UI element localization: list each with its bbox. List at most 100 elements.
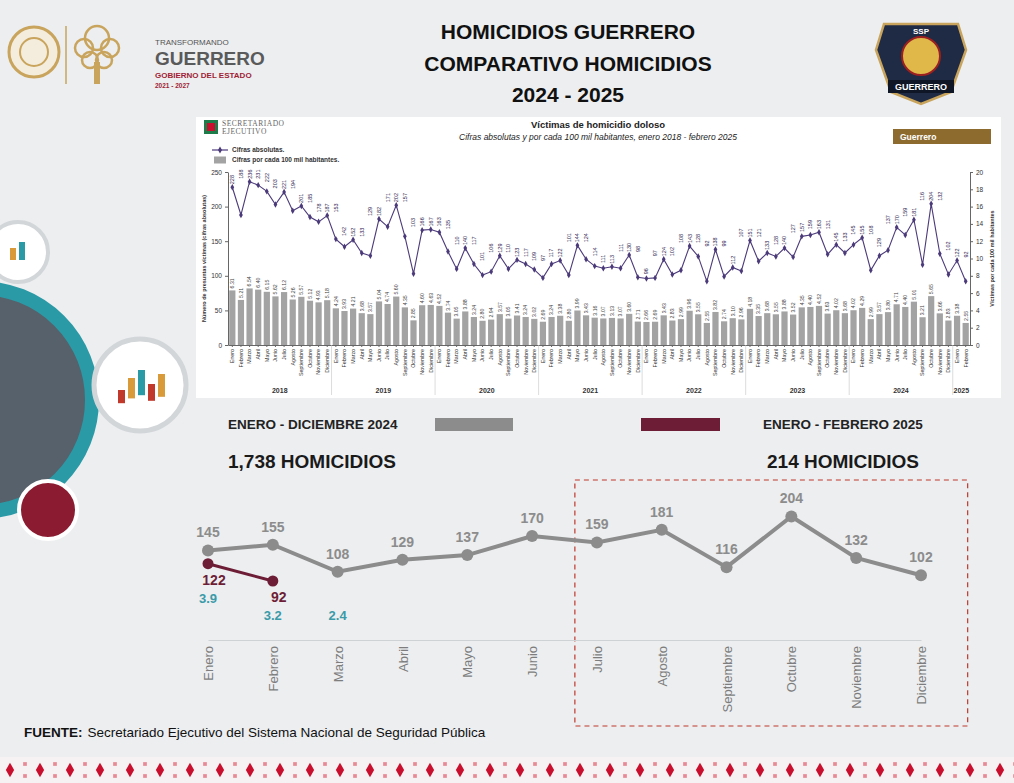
tick: Diciembre xyxy=(842,345,848,373)
bar xyxy=(479,321,485,345)
emblem xyxy=(9,27,59,77)
tick-mark xyxy=(422,345,423,347)
marker xyxy=(291,208,295,214)
point-label: 114 xyxy=(592,247,598,256)
tick-mark xyxy=(284,345,285,347)
border-motif xyxy=(923,762,927,766)
marker xyxy=(265,188,269,194)
tick-mark xyxy=(810,345,811,347)
tick-mark xyxy=(965,345,966,347)
tick-mark xyxy=(232,345,233,347)
bar xyxy=(445,313,451,345)
icon-bar xyxy=(118,390,125,403)
marker xyxy=(739,268,743,274)
bar-label: 3.16 xyxy=(592,305,598,315)
border-motif xyxy=(576,763,584,777)
tick: Julio xyxy=(384,345,390,360)
bar xyxy=(393,297,399,345)
border-motif xyxy=(503,774,507,778)
tick-label: Diciembre xyxy=(914,646,929,705)
tick-label: Noviembre xyxy=(626,349,632,375)
point-label: 144 xyxy=(574,233,580,242)
bar xyxy=(505,319,511,345)
tick: 8 xyxy=(970,272,980,279)
tick: Marzo xyxy=(868,345,874,364)
point-label: 131 xyxy=(825,220,831,229)
marker xyxy=(869,267,873,273)
tick: Junio xyxy=(525,640,540,677)
border-motif xyxy=(533,762,537,766)
tick: Agosto xyxy=(290,345,296,366)
y-axis-line xyxy=(228,173,229,346)
year-separator xyxy=(745,345,746,395)
year-separator xyxy=(849,345,850,395)
bar-label: 3.07 xyxy=(600,306,606,316)
border-motif xyxy=(893,774,897,778)
bar-label: 4.52 xyxy=(816,294,822,304)
point-label: 145 xyxy=(833,232,839,241)
marker xyxy=(332,566,344,578)
marker xyxy=(915,569,927,581)
tick-mark xyxy=(611,345,612,347)
tick-label: Mayo xyxy=(678,349,684,362)
point-label: 128 xyxy=(695,234,701,243)
tick-label: Julio xyxy=(488,349,494,360)
border-motif xyxy=(456,763,464,777)
year-label: 2018 xyxy=(272,387,288,394)
tick-label: 2 xyxy=(976,324,980,331)
chart-subtitle: Cifras absolutas y por cada 100 mil habi… xyxy=(459,132,737,142)
point-label: 143 xyxy=(687,234,693,243)
border-motif xyxy=(803,762,807,766)
tick: Marzo xyxy=(246,345,252,364)
bar-label: 4.24 xyxy=(333,296,339,306)
point-label: 133 xyxy=(764,241,770,250)
tick: Enero xyxy=(201,640,216,681)
border-motif xyxy=(743,774,747,778)
tick-label: Diciembre xyxy=(428,349,434,373)
logo-text: TRANSFORMANDO xyxy=(155,38,229,47)
tick: Diciembre xyxy=(324,345,330,373)
border-motif xyxy=(186,763,194,777)
bar xyxy=(704,323,710,345)
tick-label: Agosto xyxy=(807,349,813,366)
border-motif xyxy=(23,762,27,766)
bar-label: 4.60 xyxy=(419,293,425,303)
comparison-chart: ENERO - DICIEMBRE 20241,738 HOMICIDIOSEN… xyxy=(196,417,967,726)
chart-title: Víctimas de homicidio doloso xyxy=(531,119,665,130)
tick-label: 4 xyxy=(976,307,980,314)
border-motif xyxy=(953,774,957,778)
tick-mark xyxy=(970,224,973,225)
tick: 12 xyxy=(970,238,984,245)
bar xyxy=(937,313,943,345)
tick-label: Marzo xyxy=(453,349,459,364)
bar-label: 2.55 xyxy=(704,311,710,321)
bar xyxy=(402,307,408,345)
tick-label: 250 xyxy=(211,169,222,176)
legend-label: ENERO - FEBRERO 2025 xyxy=(763,417,923,432)
tick-mark xyxy=(655,345,656,347)
bar xyxy=(911,302,917,345)
tick-mark xyxy=(560,345,561,347)
tick: Noviembre xyxy=(419,345,425,375)
marker xyxy=(368,253,372,259)
tick-label: Diciembre xyxy=(635,349,641,373)
tick-mark xyxy=(551,345,552,347)
bar-label: 3.24 xyxy=(471,305,477,315)
point-label: 108 xyxy=(868,226,874,235)
point-label: 132 xyxy=(937,192,943,201)
tick: Febrero xyxy=(548,345,554,368)
tick: 0 xyxy=(218,342,228,349)
point-label: 170 xyxy=(894,215,900,224)
border-motif xyxy=(773,774,777,778)
tick: Enero xyxy=(643,345,649,363)
point-label: 167 xyxy=(428,217,434,226)
bar xyxy=(290,300,296,345)
legend: Cifras absolutas.Cifras por cada 100 mil… xyxy=(212,146,339,164)
bar xyxy=(712,312,718,345)
border-motif xyxy=(113,762,117,766)
tick-mark xyxy=(931,345,932,347)
bar xyxy=(488,320,494,345)
tick-label: Diciembre xyxy=(738,349,744,373)
point-label: 116 xyxy=(919,192,925,201)
bar-label: 6.31 xyxy=(229,278,235,288)
